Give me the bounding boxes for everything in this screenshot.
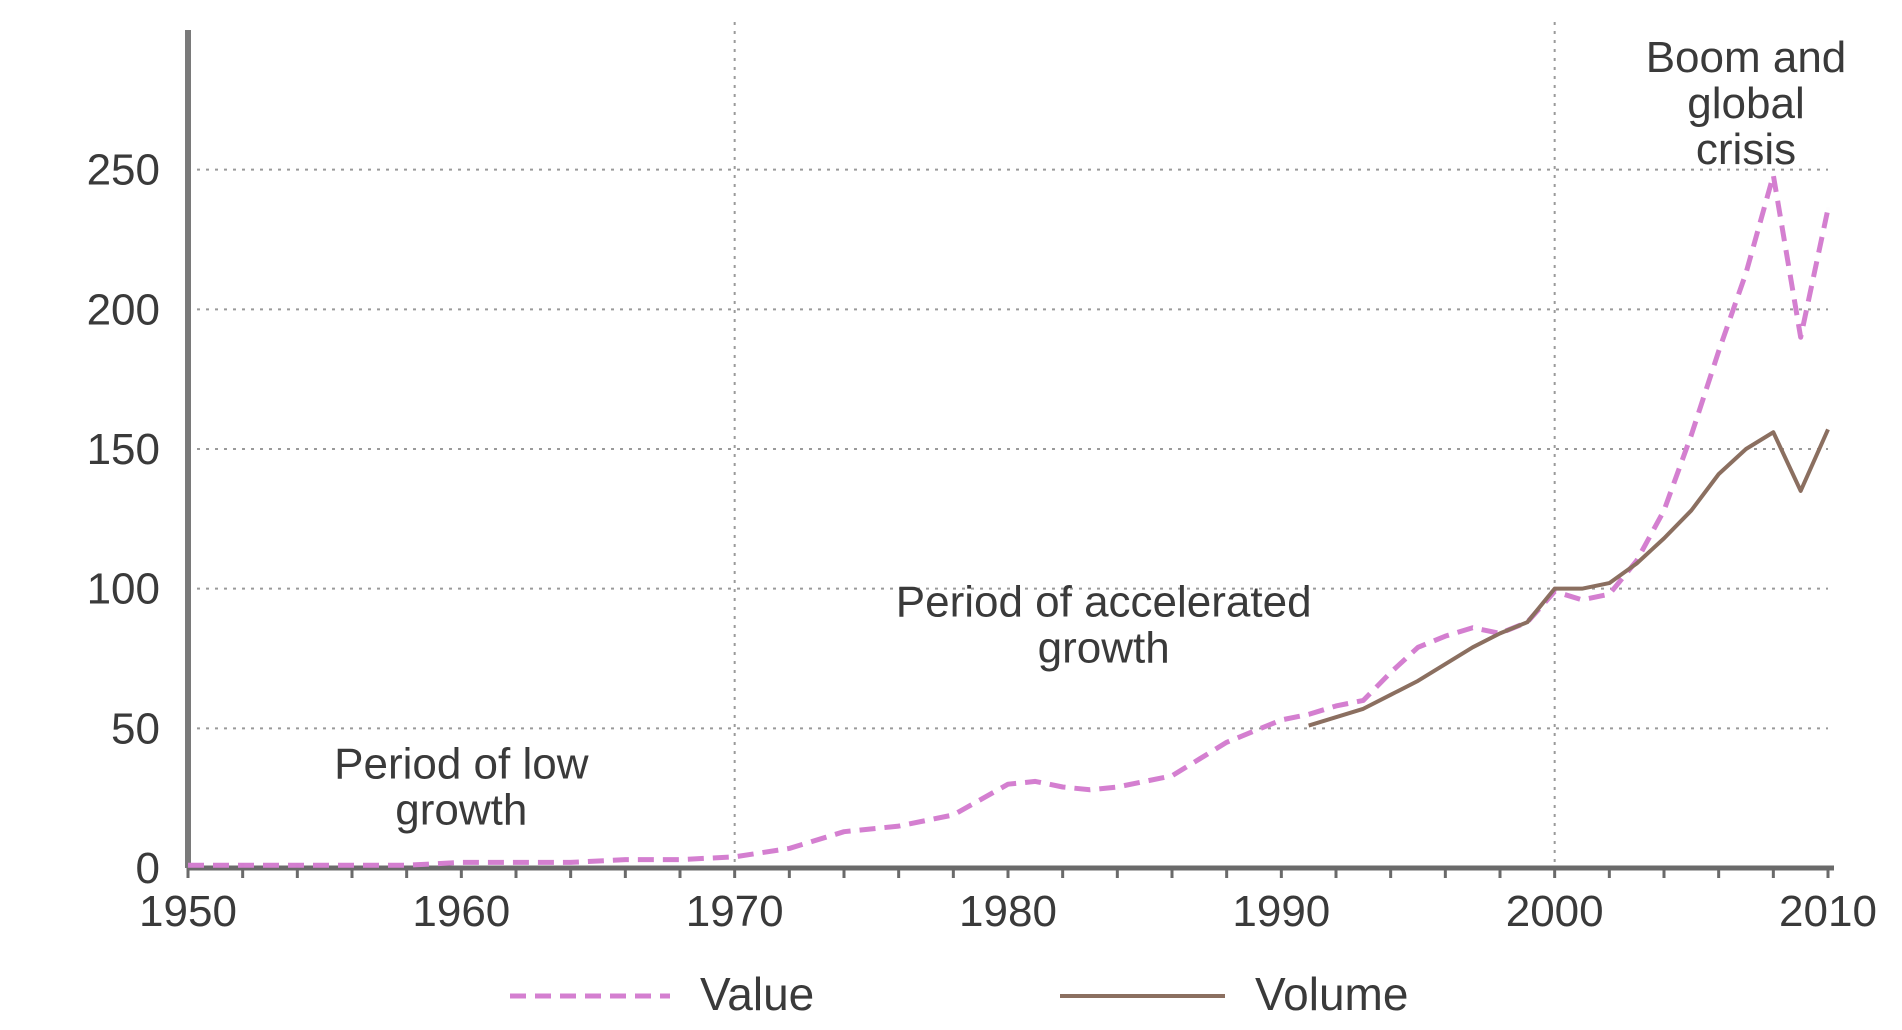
data-point-value — [1826, 207, 1830, 211]
data-point-value — [1061, 785, 1065, 789]
legend-label-value: Value — [700, 968, 814, 1020]
data-point-value — [1443, 634, 1447, 638]
data-point-value — [1416, 645, 1420, 649]
data-point-volume — [1689, 508, 1693, 512]
data-point-value — [1252, 729, 1256, 733]
data-point-value — [1088, 788, 1092, 792]
data-point-value — [787, 846, 791, 850]
data-point-volume — [1498, 631, 1502, 635]
data-point-value — [1580, 598, 1584, 602]
data-point-volume — [1799, 489, 1803, 493]
x-tick-label-1980: 1980 — [959, 887, 1057, 936]
data-point-value — [1225, 740, 1229, 744]
data-point-volume — [1553, 587, 1557, 591]
data-point-value — [1197, 757, 1201, 761]
y-tick-label-100: 100 — [87, 565, 160, 614]
data-point-value — [733, 855, 737, 859]
annotation-line: growth — [1038, 624, 1170, 673]
data-point-volume — [1361, 707, 1365, 711]
data-point-volume — [1580, 587, 1584, 591]
data-point-value — [1033, 779, 1037, 783]
y-tick-label-0: 0 — [136, 844, 160, 893]
data-point-value — [1115, 785, 1119, 789]
data-point-volume — [1307, 724, 1311, 728]
data-point-value — [1361, 698, 1365, 702]
data-point-volume — [1662, 536, 1666, 540]
data-point-value — [897, 824, 901, 828]
annotation-1: Period of low growth — [334, 740, 589, 835]
annotation-line: Period of accelerated — [896, 578, 1312, 627]
annotation-line: Boom and — [1646, 33, 1847, 82]
data-point-value — [1744, 271, 1748, 275]
data-point-volume — [1744, 447, 1748, 451]
data-point-volume — [1334, 715, 1338, 719]
data-point-value — [350, 863, 354, 867]
x-tick-label-1960: 1960 — [412, 887, 510, 936]
data-point-value — [1389, 670, 1393, 674]
data-point-value — [623, 858, 627, 862]
y-tick-label-50: 50 — [111, 704, 160, 753]
data-point-value — [842, 830, 846, 834]
data-point-volume — [1389, 693, 1393, 697]
data-point-volume — [1635, 562, 1639, 566]
y-tick-label-150: 150 — [87, 425, 160, 474]
data-point-value — [951, 813, 955, 817]
data-point-value — [569, 860, 573, 864]
data-point-volume — [1443, 662, 1447, 666]
annotation-line: Period of low — [334, 740, 589, 789]
annotation-line: global — [1687, 79, 1804, 128]
annotation-2: Period of accelerated growth — [896, 578, 1312, 673]
data-point-volume — [1416, 679, 1420, 683]
data-point-value — [241, 863, 245, 867]
data-point-value — [459, 860, 463, 864]
data-point-volume — [1717, 472, 1721, 476]
y-tick-label-200: 200 — [87, 285, 160, 334]
y-tick-label-250: 250 — [87, 146, 160, 195]
data-point-value — [1279, 718, 1283, 722]
data-point-value — [1662, 508, 1666, 512]
x-tick-label-2000: 2000 — [1506, 887, 1604, 936]
data-point-volume — [1826, 427, 1830, 431]
x-tick-label-2010: 2010 — [1779, 887, 1877, 936]
data-point-value — [678, 858, 682, 862]
series-line-value — [188, 172, 1831, 868]
data-point-value — [514, 860, 518, 864]
data-point-value — [1799, 335, 1803, 339]
data-point-value — [1006, 782, 1010, 786]
data-point-value — [1471, 626, 1475, 630]
series-line-volume — [1308, 428, 1830, 728]
data-point-value — [1334, 704, 1338, 708]
data-point-value — [295, 863, 299, 867]
data-point-value — [1717, 349, 1721, 353]
data-point-volume — [1525, 620, 1529, 624]
data-point-volume — [1771, 430, 1775, 434]
x-tick-label-1970: 1970 — [686, 887, 784, 936]
annotation-line: crisis — [1696, 125, 1796, 174]
data-point-volume — [1607, 581, 1611, 585]
data-point-value — [1143, 779, 1147, 783]
legend-label-volume: Volume — [1255, 968, 1408, 1020]
data-point-value — [1689, 433, 1693, 437]
data-point-value — [1170, 774, 1174, 778]
data-point-value — [1607, 592, 1611, 596]
x-tick-label-1990: 1990 — [1232, 887, 1330, 936]
data-point-volume — [1471, 645, 1475, 649]
x-tick-label-1950: 1950 — [139, 887, 237, 936]
annotation-line: growth — [395, 786, 527, 835]
annotation-3: Boom and global crisis — [1646, 33, 1847, 174]
data-point-value — [186, 863, 190, 867]
data-point-value — [1307, 712, 1311, 716]
data-point-value — [405, 863, 409, 867]
